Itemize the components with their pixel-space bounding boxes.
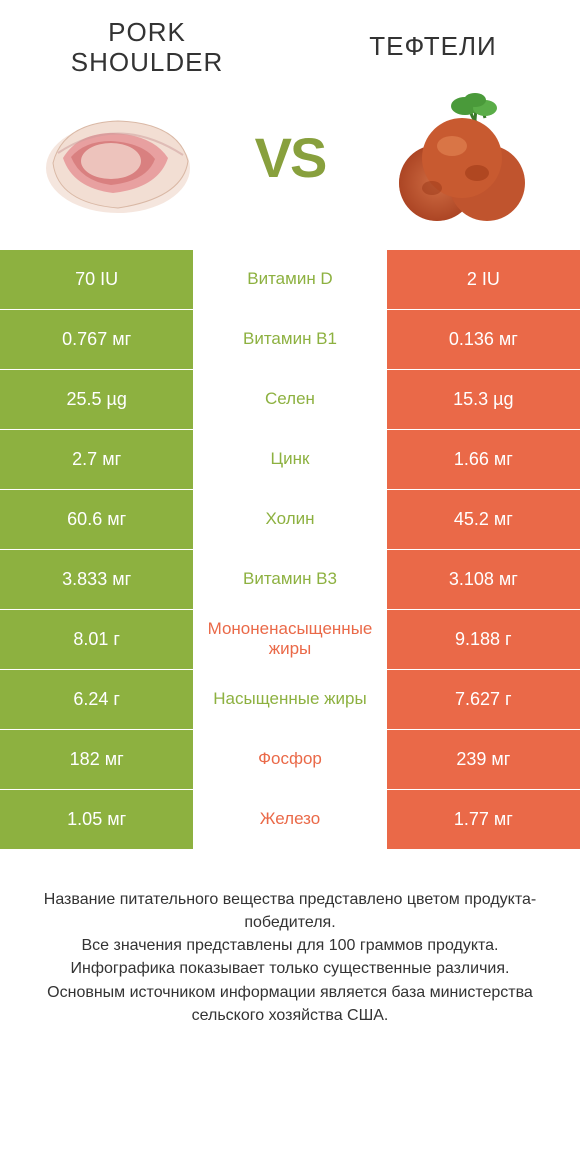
table-row: 70 IUВитамин D2 IU bbox=[0, 250, 580, 310]
table-row: 1.05 мгЖелезо1.77 мг bbox=[0, 790, 580, 850]
right-value: 45.2 мг bbox=[387, 490, 580, 549]
left-title-col: PORK SHOULDER bbox=[30, 18, 264, 78]
footer-line-2: Все значения представлены для 100 граммо… bbox=[20, 934, 560, 957]
right-value: 3.108 мг bbox=[387, 550, 580, 609]
table-row: 182 мгФосфор239 мг bbox=[0, 730, 580, 790]
left-value: 2.7 мг bbox=[0, 430, 193, 489]
footer-line-3: Инфографика показывает только существенн… bbox=[20, 957, 560, 980]
nutrient-label: Витамин B1 bbox=[193, 310, 386, 369]
right-title: ТЕФТЕЛИ bbox=[316, 32, 550, 62]
nutrient-label: Селен bbox=[193, 370, 386, 429]
nutrient-label: Мононенасыщенные жиры bbox=[193, 610, 386, 669]
table-row: 2.7 мгЦинк1.66 мг bbox=[0, 430, 580, 490]
left-value: 1.05 мг bbox=[0, 790, 193, 849]
right-value: 7.627 г bbox=[387, 670, 580, 729]
right-value: 15.3 µg bbox=[387, 370, 580, 429]
left-image bbox=[28, 88, 208, 228]
nutrient-label: Цинк bbox=[193, 430, 386, 489]
nutrient-label: Насыщенные жиры bbox=[193, 670, 386, 729]
header: PORK SHOULDER ТЕФТЕЛИ bbox=[0, 0, 580, 78]
left-value: 3.833 мг bbox=[0, 550, 193, 609]
table-row: 60.6 мгХолин45.2 мг bbox=[0, 490, 580, 550]
left-value: 0.767 мг bbox=[0, 310, 193, 369]
left-title: PORK SHOULDER bbox=[30, 18, 264, 78]
left-value: 182 мг bbox=[0, 730, 193, 789]
footer: Название питательного вещества представл… bbox=[0, 850, 580, 1027]
footer-line-1: Название питательного вещества представл… bbox=[20, 888, 560, 934]
left-value: 8.01 г bbox=[0, 610, 193, 669]
right-value: 2 IU bbox=[387, 250, 580, 309]
footer-line-4: Основным источником информации является … bbox=[20, 981, 560, 1027]
table-row: 8.01 гМононенасыщенные жиры9.188 г bbox=[0, 610, 580, 670]
left-value: 70 IU bbox=[0, 250, 193, 309]
table-row: 6.24 гНасыщенные жиры7.627 г bbox=[0, 670, 580, 730]
right-value: 239 мг bbox=[387, 730, 580, 789]
left-value: 60.6 мг bbox=[0, 490, 193, 549]
table-row: 25.5 µgСелен15.3 µg bbox=[0, 370, 580, 430]
right-value: 0.136 мг bbox=[387, 310, 580, 369]
left-value: 6.24 г bbox=[0, 670, 193, 729]
table-row: 3.833 мгВитамин B33.108 мг bbox=[0, 550, 580, 610]
comparison-table: 70 IUВитамин D2 IU0.767 мгВитамин B10.13… bbox=[0, 250, 580, 850]
right-image bbox=[372, 88, 552, 228]
pork-shoulder-icon bbox=[33, 93, 203, 223]
right-title-col: ТЕФТЕЛИ bbox=[316, 18, 550, 62]
nutrient-label: Железо bbox=[193, 790, 386, 849]
nutrient-label: Витамин D bbox=[193, 250, 386, 309]
vs-label: VS bbox=[255, 125, 326, 190]
images-row: VS bbox=[0, 78, 580, 250]
meatballs-icon bbox=[377, 88, 547, 228]
nutrient-label: Холин bbox=[193, 490, 386, 549]
table-row: 0.767 мгВитамин B10.136 мг bbox=[0, 310, 580, 370]
right-value: 1.77 мг bbox=[387, 790, 580, 849]
nutrient-label: Фосфор bbox=[193, 730, 386, 789]
left-value: 25.5 µg bbox=[0, 370, 193, 429]
right-value: 9.188 г bbox=[387, 610, 580, 669]
right-value: 1.66 мг bbox=[387, 430, 580, 489]
nutrient-label: Витамин B3 bbox=[193, 550, 386, 609]
